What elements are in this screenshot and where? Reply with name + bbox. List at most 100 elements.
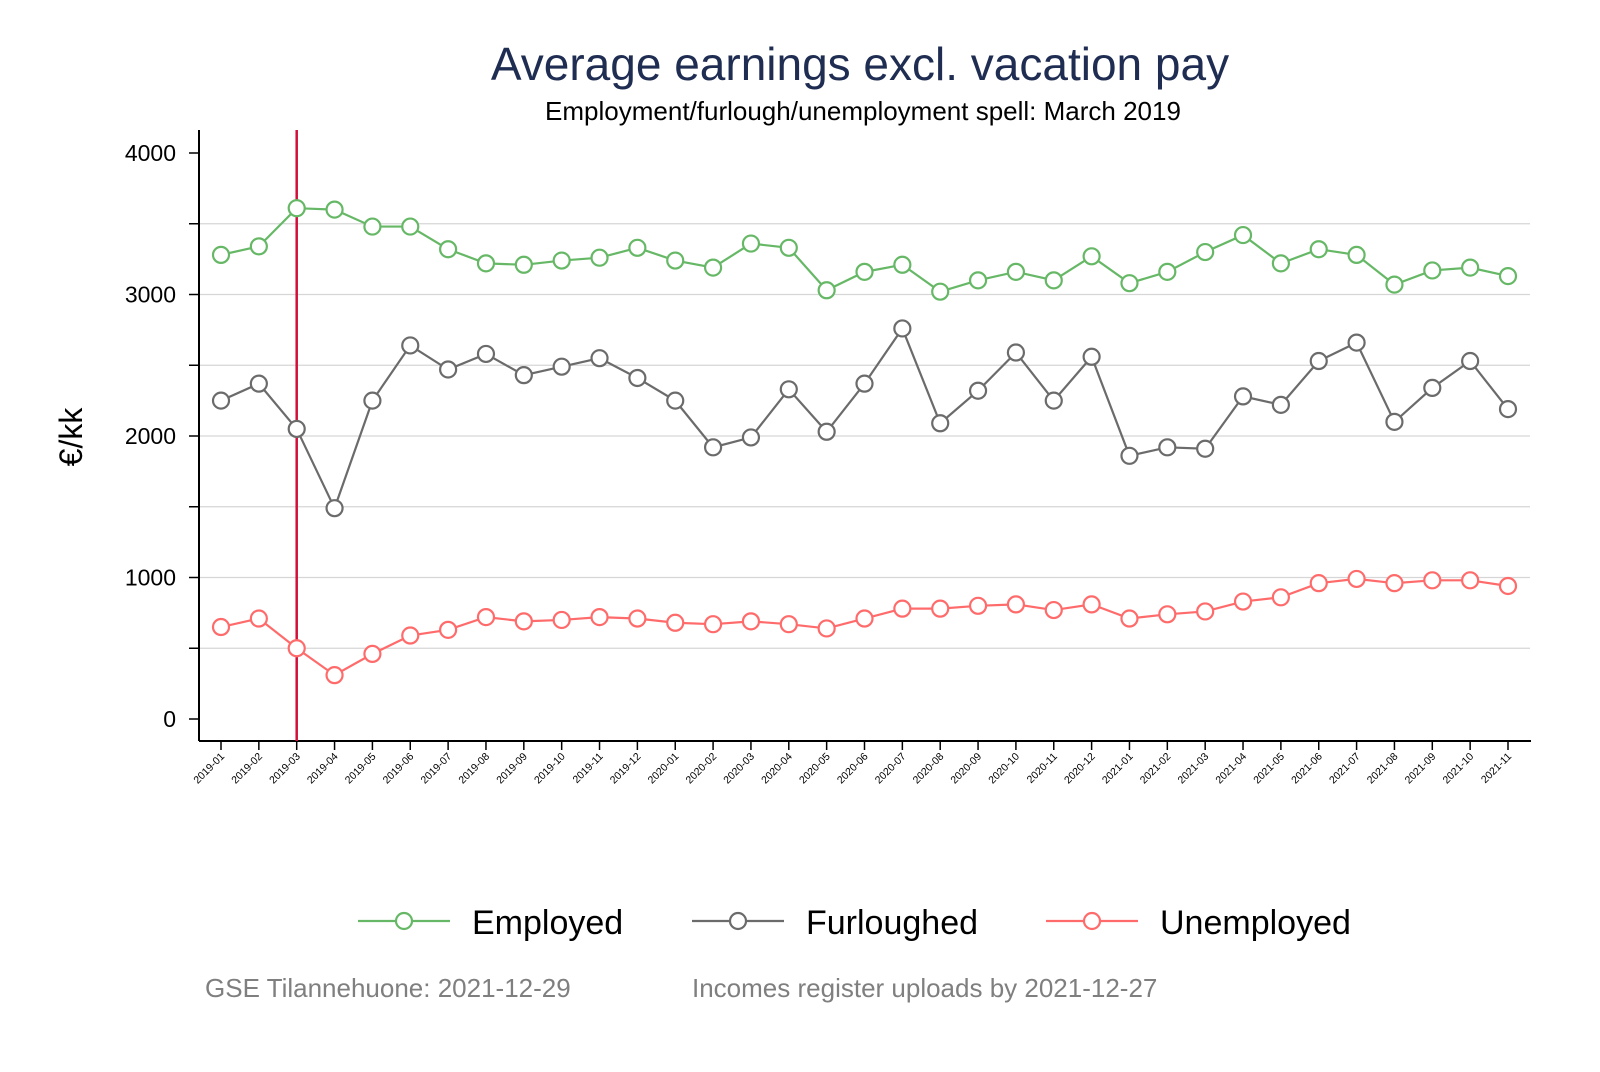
data-point-furloughed [628,368,647,388]
x-tick-label: 2019-10 [532,751,568,787]
y-tick-label: 1000 [125,565,176,591]
x-tick-label: 2020-10 [986,751,1022,787]
x-tick-label: 2019-07 [418,751,454,787]
data-point-unemployed [1309,574,1328,593]
data-point-unemployed [1347,569,1366,589]
data-point-unemployed [741,612,761,631]
data-point-furloughed [1044,391,1063,410]
data-point-furloughed [1233,387,1253,406]
data-point-employed [1120,274,1139,293]
data-point-employed [1044,271,1063,290]
data-point-unemployed [552,610,571,630]
y-tick-label: 4000 [125,140,176,166]
legend-marker [394,911,414,931]
data-point-employed [401,217,420,236]
data-point-furloughed [817,422,836,441]
data-point-employed [855,262,874,281]
data-point-furloughed [1461,351,1480,371]
x-tick-label: 2020-09 [948,751,984,787]
data-point-furloughed [1196,439,1215,458]
data-point-unemployed [1044,600,1063,620]
legend-marker [728,911,748,931]
footer-note: Incomes register uploads by 2021-12-27 [692,973,1157,1003]
x-tick-label: 2020-07 [873,751,909,787]
data-point-unemployed [211,617,231,637]
data-point-unemployed [1196,602,1215,621]
data-point-furloughed [1271,395,1290,414]
data-point-furloughed [401,336,420,355]
data-point-furloughed [1385,412,1404,431]
data-point-furloughed [552,357,571,376]
data-point-unemployed [1158,605,1177,624]
data-point-employed [703,258,723,277]
data-point-unemployed [1498,576,1518,596]
chart-subtitle: Employment/furlough/unemployment spell: … [545,96,1181,126]
x-tick-label: 2021-04 [1213,751,1249,787]
chart-title: Average earnings excl. vacation pay [491,38,1229,90]
data-point-employed [628,238,647,257]
data-point-employed [1385,275,1404,294]
data-point-furloughed [1309,351,1328,371]
y-axis-label: €/kk [53,407,89,467]
data-point-unemployed [893,599,912,618]
data-point-employed [1271,254,1290,273]
data-point-employed [968,271,988,290]
data-point-unemployed [666,613,685,632]
x-tick-label: 2020-05 [797,751,833,787]
data-point-unemployed [1006,595,1026,614]
data-point-furloughed [1120,446,1139,465]
y-tick-label: 3000 [125,282,176,308]
data-point-furloughed [703,438,723,457]
data-point-furloughed [931,414,950,433]
data-point-employed [363,217,382,236]
data-point-employed [1461,258,1480,277]
x-tick-label: 2019-06 [381,751,417,787]
legend-label: Unemployed [1160,904,1351,942]
data-point-unemployed [363,644,382,664]
data-point-unemployed [1423,571,1442,590]
data-point-unemployed [817,619,836,638]
x-tick-label: 2021-11 [1479,751,1514,786]
x-tick-label: 2019-12 [608,751,644,787]
data-point-furloughed [1082,347,1101,366]
data-point-unemployed [1082,595,1101,614]
x-tick-label: 2020-02 [683,751,719,787]
data-point-employed [1233,225,1253,245]
data-point-furloughed [249,374,268,393]
data-point-employed [1082,247,1101,266]
data-point-unemployed [628,609,647,628]
x-tick-label: 2021-03 [1176,751,1212,787]
data-point-furloughed [476,344,496,364]
data-point-employed [1347,245,1366,264]
data-point-employed [552,251,571,270]
legend-marker [1082,911,1102,931]
data-point-employed [325,200,344,219]
legend-item-furloughed: Furloughed [692,904,978,942]
data-point-employed [1196,242,1215,262]
x-tick-label: 2021-06 [1289,751,1325,787]
x-tick-label: 2019-05 [343,751,379,787]
data-point-furloughed [741,428,761,447]
x-tick-label: 2019-04 [305,751,341,787]
data-point-employed [476,254,496,273]
x-tick-label: 2020-08 [911,751,947,787]
x-tick-label: 2021-09 [1403,751,1439,787]
data-point-employed [1309,240,1328,259]
data-point-furloughed [1347,333,1366,352]
data-point-furloughed [363,391,382,410]
data-point-employed [514,255,533,274]
data-point-unemployed [476,608,496,627]
data-point-furloughed [1423,378,1442,397]
data-point-employed [1423,261,1442,280]
data-point-furloughed [287,419,306,439]
data-point-employed [893,255,912,274]
data-point-unemployed [1461,571,1480,590]
data-point-employed [249,237,268,256]
data-point-employed [590,248,609,267]
x-tick-label: 2021-05 [1251,751,1287,787]
x-tick-label: 2021-08 [1365,751,1401,787]
data-point-employed [1006,262,1026,281]
data-point-employed [741,234,761,253]
data-point-unemployed [1385,574,1404,593]
data-point-unemployed [1120,609,1139,628]
